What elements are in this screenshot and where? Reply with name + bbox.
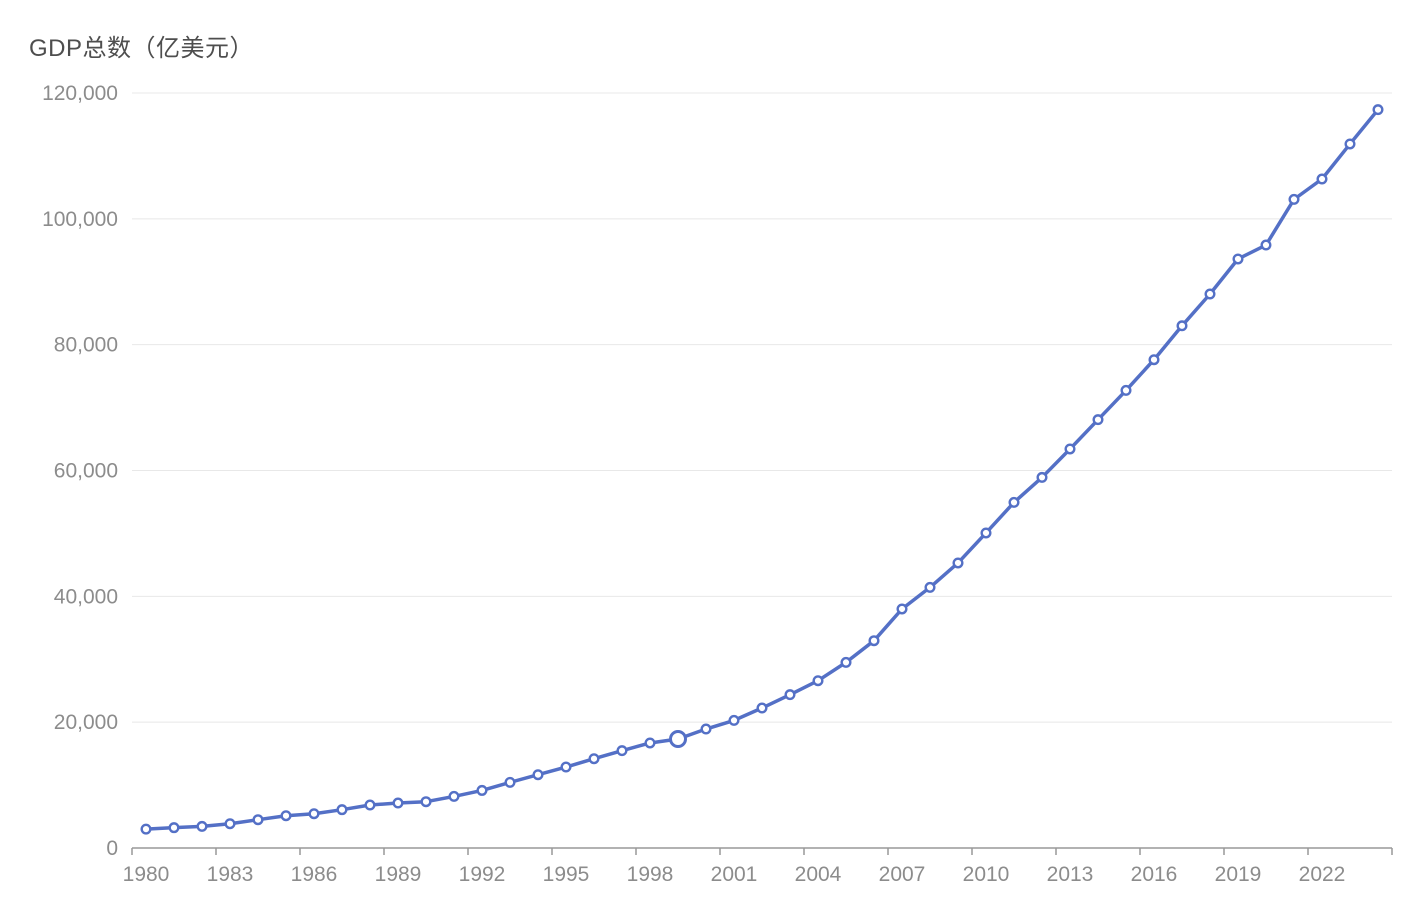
data-point[interactable] [1008,496,1020,508]
data-point[interactable] [560,761,572,773]
data-point[interactable] [280,810,292,822]
data-point[interactable] [980,527,992,539]
data-point[interactable] [224,818,236,830]
x-axis-tick-label: 1998 [627,863,674,886]
data-point[interactable] [588,753,600,765]
data-point[interactable] [952,557,964,569]
x-axis-tick-label: 2013 [1047,863,1094,886]
data-point[interactable] [448,790,460,802]
data-point[interactable] [1064,443,1076,455]
y-axis-tick-label: 60,000 [54,460,118,483]
chart-title: GDP总数（亿美元） [29,35,255,62]
data-point[interactable] [364,799,376,811]
data-point[interactable] [1120,384,1132,396]
data-point[interactable] [140,823,152,835]
x-axis-tick-label: 1983 [207,863,254,886]
x-axis-tick-label: 2019 [1215,863,1262,886]
data-point[interactable] [420,796,432,808]
data-point[interactable] [812,675,824,687]
x-axis-tick-label: 2001 [711,863,758,886]
data-point[interactable] [1148,354,1160,366]
data-point[interactable] [924,581,936,593]
data-point[interactable] [1036,471,1048,483]
x-axis-tick-label: 1989 [375,863,422,886]
data-point[interactable] [392,797,404,809]
data-point[interactable] [532,769,544,781]
y-axis-tick-label: 20,000 [54,711,118,734]
y-axis-tick-label: 40,000 [54,585,118,608]
x-axis-tick-label: 1995 [543,863,590,886]
x-axis-tick-label: 2016 [1131,863,1178,886]
data-point[interactable] [756,702,768,714]
y-axis-tick-label: 0 [106,837,118,860]
data-point[interactable] [1344,138,1356,150]
data-point[interactable] [1176,320,1188,332]
data-point[interactable] [644,737,656,749]
data-point[interactable] [504,776,516,788]
data-point[interactable] [1232,253,1244,265]
data-point[interactable] [1288,193,1300,205]
data-point[interactable] [336,804,348,816]
data-point-emphasized[interactable] [669,729,687,748]
gdp-trend-line [144,107,1380,831]
data-point[interactable] [700,723,712,735]
data-point[interactable] [476,784,488,796]
x-axis-tick-label: 2022 [1299,863,1346,886]
x-axis-tick-label: 2007 [879,863,926,886]
x-axis-tick-label: 2010 [963,863,1010,886]
data-point[interactable] [308,808,320,820]
data-point[interactable] [616,745,628,757]
x-axis-tick-label: 1992 [459,863,506,886]
data-point[interactable] [1092,414,1104,426]
y-axis-tick-label: 100,000 [42,208,118,231]
data-point[interactable] [1204,288,1216,300]
x-axis-tick-label: 2004 [795,863,842,886]
y-axis-tick-label: 80,000 [54,334,118,357]
data-point[interactable] [252,814,264,826]
data-point[interactable] [1372,104,1384,116]
data-point[interactable] [196,820,208,832]
data-point[interactable] [728,714,740,726]
data-point[interactable] [1316,173,1328,185]
x-axis-tick-label: 1986 [291,863,338,886]
data-point[interactable] [168,822,180,834]
x-axis-tick-label: 1980 [123,863,170,886]
data-point[interactable] [868,635,880,647]
data-point[interactable] [784,689,796,701]
data-point[interactable] [1260,239,1272,251]
y-axis-tick-label: 120,000 [42,82,118,105]
data-point[interactable] [896,603,908,615]
data-point[interactable] [840,656,852,668]
